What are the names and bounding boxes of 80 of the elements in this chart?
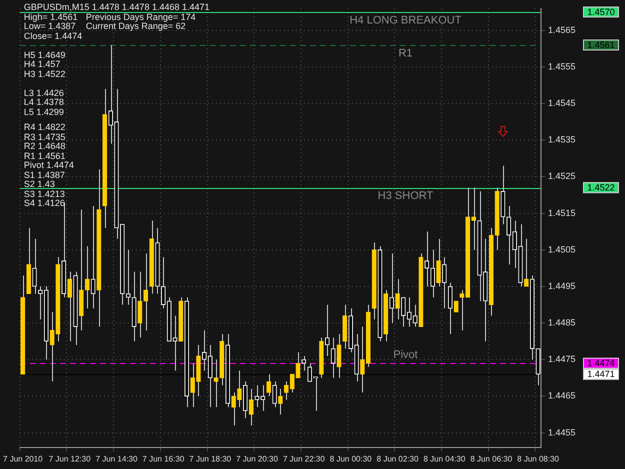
candlestick — [395, 278, 400, 320]
y-tick-label: 1.4535 — [548, 134, 576, 145]
candlestick — [448, 282, 453, 334]
text: 1.4474 — [587, 358, 615, 368]
y-tick-label: 1.4465 — [548, 390, 576, 401]
candlestick — [32, 238, 37, 294]
y-tick-label: 1.4525 — [548, 171, 576, 182]
annotation: L4 1.4378 — [24, 97, 64, 108]
x-tick-label: 8 Jun 08:30 — [517, 454, 560, 464]
x-tick-label: 7 Jun 20:30 — [236, 454, 278, 464]
candlestick — [50, 312, 54, 382]
annotation: L3 1.4426 — [24, 88, 64, 98]
candlestick — [108, 44, 113, 144]
ref-line-label: Pivot — [393, 348, 418, 361]
x-tick-label: 8 Jun 04:30 — [423, 454, 466, 464]
candlestick — [436, 238, 441, 287]
y-tick-label: 1.4565 — [548, 24, 576, 35]
y-tick-label: 1.4555 — [548, 61, 576, 72]
annotation: R3 1.4735 — [24, 132, 66, 142]
candlestick — [190, 362, 195, 408]
y-tick-label: 1.4495 — [548, 280, 576, 291]
annotation: H4 1.457 — [24, 59, 60, 70]
text: 1.4561 — [587, 40, 615, 50]
candlestick — [524, 238, 529, 287]
y-tick-label: 1.4485 — [548, 318, 576, 328]
candlestick — [389, 253, 394, 324]
x-tick-label: 8 Jun 06:30 — [470, 454, 513, 464]
x-tick-label: 8 Jun 02:30 — [376, 454, 420, 464]
x-tick-label: 7 Jun 22:30 — [282, 454, 326, 464]
annotation: Current Days Range= 62 — [86, 21, 186, 32]
candlestick — [214, 359, 218, 408]
annotation: Pivot 1.4474 — [24, 160, 74, 170]
annotation: Close= 1.4474 — [24, 30, 82, 41]
candlestick — [237, 370, 242, 408]
y-tick-label: 1.4475 — [548, 354, 576, 364]
annotation: R1 1.4561 — [24, 150, 66, 161]
candlestick — [272, 381, 277, 408]
annotation: Low= 1.4387 — [24, 21, 76, 32]
annotation: S4 1.4126 — [24, 198, 65, 208]
x-tick-label: 8 Jun 00:30 — [330, 454, 372, 464]
y-tick-label: 1.4505 — [548, 244, 576, 254]
annotation: R2 1.4648 — [24, 141, 66, 152]
annotation: H5 1.4649 — [24, 50, 66, 60]
annotation: S3 1.4213 — [24, 188, 65, 199]
ref-line-label: H4 LONG BREAKOUT — [350, 14, 462, 27]
candlestick — [254, 384, 260, 408]
candlestick — [336, 333, 342, 378]
x-tick-label: 7 Jun 12:30 — [48, 454, 92, 464]
text: 1.4570 — [587, 7, 615, 18]
annotation: Previous Days Range= 174 — [86, 12, 196, 22]
candlestick — [442, 256, 447, 309]
annotation: H3 1.4522 — [24, 68, 66, 79]
chart-title: GBPUSDm,M15 1.4478 1.4478 1.4468 1.4471 — [24, 2, 210, 12]
candlestick — [84, 246, 90, 309]
candlestick — [324, 304, 330, 356]
text: 1.4522 — [587, 182, 615, 193]
x-tick-label: 7 Jun 16:30 — [142, 454, 185, 464]
ref-line-label: H3 SHORT — [378, 190, 434, 202]
y-tick-label: 1.4455 — [548, 427, 576, 438]
candlestick — [231, 392, 236, 426]
y-tick-label: 1.4545 — [548, 98, 576, 108]
text: 1.4471 — [587, 369, 615, 380]
annotation: S1 1.4387 — [24, 170, 65, 180]
annotation: L5 1.4299 — [24, 106, 64, 117]
candlestick — [248, 388, 254, 426]
ref-line-label: R1 — [398, 48, 413, 60]
candlestick — [143, 253, 148, 331]
annotation: High= 1.4561 — [24, 12, 78, 22]
annotation: R4 1.4822 — [24, 122, 66, 132]
x-tick-label: 7 Jun 18:30 — [189, 454, 232, 464]
candlestick — [266, 374, 272, 397]
candlestick — [138, 271, 142, 338]
annotation: S2 1.43 — [24, 179, 55, 190]
x-tick-label: 7 Jun 14:30 — [96, 454, 138, 464]
candlestick — [67, 271, 72, 342]
candlestick — [296, 352, 300, 378]
candlestick — [278, 388, 283, 415]
y-tick-label: 1.4515 — [548, 208, 576, 218]
candlestick — [90, 205, 96, 309]
x-tick-label: 7 Jun 2010 — [3, 454, 44, 464]
